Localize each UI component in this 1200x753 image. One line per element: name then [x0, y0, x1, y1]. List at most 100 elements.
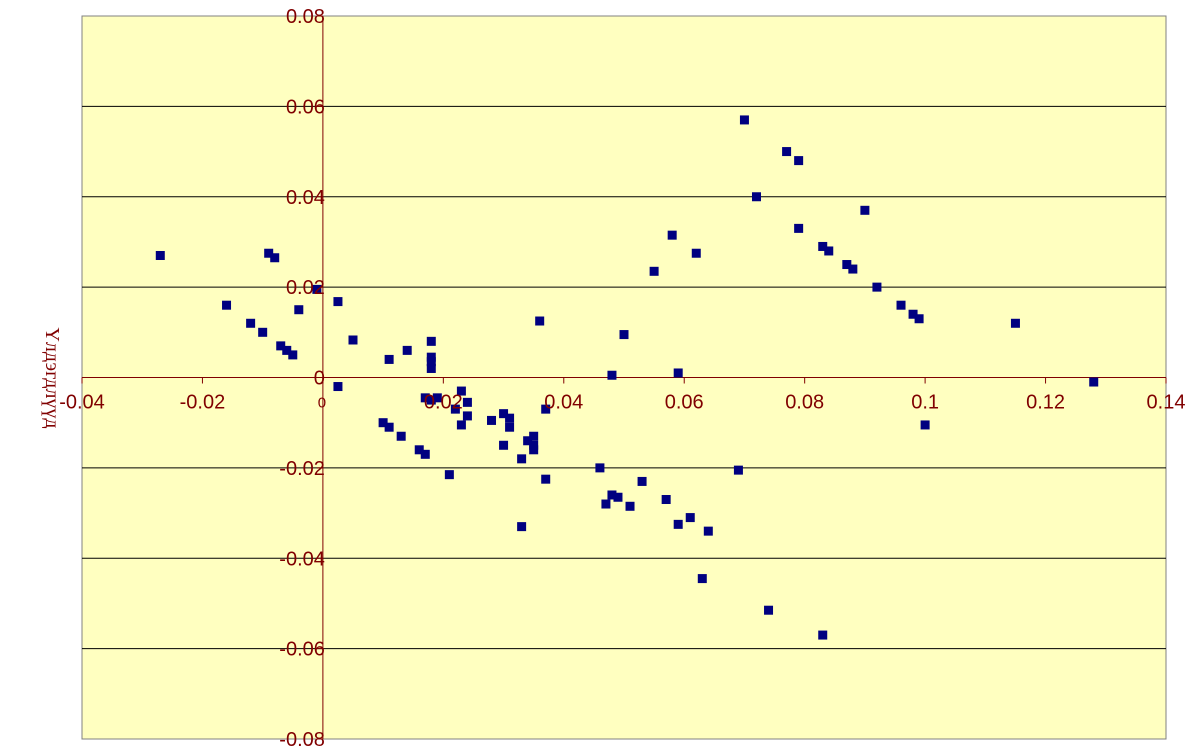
data-point: [282, 345, 292, 355]
data-point: [333, 382, 343, 392]
data-point: [764, 605, 774, 615]
x-tick-label: 0.02: [424, 392, 463, 414]
x-tick-label: 0.1: [911, 392, 939, 414]
data-point: [818, 630, 828, 640]
data-point: [505, 413, 515, 423]
data-point: [920, 420, 930, 430]
x-tick-labels: -0.04 -0.02 0 0.02 0.04 0.06 0.08 0.1 0.12 0.14: [59, 392, 1185, 414]
data-point: [517, 454, 527, 464]
x-tick-label: 0.08: [785, 392, 824, 414]
data-point: [673, 519, 683, 529]
data-point: [782, 147, 792, 157]
data-point: [420, 449, 430, 459]
data-point: [312, 284, 322, 294]
data-point: [794, 223, 804, 233]
data-point: [824, 246, 834, 256]
data-point: [499, 409, 509, 419]
data-points: [155, 115, 1099, 640]
data-point: [842, 260, 852, 270]
data-point: [914, 314, 924, 324]
data-point: [739, 115, 749, 125]
data-point: [1010, 318, 1020, 328]
data-point: [601, 499, 611, 509]
y-tick-labels: 0.08 0.06 0.04 0.02 0 -0.02 -0.04 -0.06 -0.08: [279, 6, 325, 751]
data-point: [607, 370, 617, 380]
x-tick-label: -0.02: [180, 392, 226, 414]
data-point: [426, 352, 436, 362]
data-point: [426, 336, 436, 346]
gridlines: [82, 105, 1166, 650]
data-point: [1089, 377, 1099, 387]
data-point: [697, 574, 707, 584]
data-point: [691, 248, 701, 258]
data-point: [637, 476, 647, 486]
x-tick-label: 0: [318, 395, 326, 412]
data-point: [896, 300, 906, 310]
data-point: [619, 330, 629, 340]
data-point: [155, 250, 165, 260]
data-point: [505, 422, 515, 432]
y-tick-label: 0.06: [286, 96, 325, 118]
x-tick-label: 0.06: [665, 392, 704, 414]
data-point: [751, 192, 761, 202]
data-point: [384, 354, 394, 364]
y-tick-label: -0.02: [279, 458, 325, 480]
data-point: [378, 418, 388, 428]
y-tick-label: 0: [314, 368, 325, 390]
data-point: [848, 264, 858, 274]
data-point: [384, 422, 394, 432]
data-point: [541, 474, 551, 484]
data-point: [595, 463, 605, 473]
data-point: [456, 386, 466, 396]
x-tick-label: 0.12: [1026, 392, 1065, 414]
data-point: [276, 341, 286, 351]
data-point: [432, 393, 442, 403]
data-point: [462, 411, 472, 421]
y-tick-label: -0.06: [279, 639, 325, 661]
y-axis-label: Үлдэгдлүүд: [41, 327, 63, 428]
data-point: [673, 368, 683, 378]
y-tick-label: -0.04: [279, 548, 325, 570]
data-point: [613, 492, 623, 502]
data-point: [541, 404, 551, 414]
data-point: [402, 345, 412, 355]
data-point: [420, 393, 430, 403]
data-point: [426, 395, 436, 405]
data-point: [607, 490, 617, 500]
data-point: [649, 266, 659, 276]
data-point: [456, 420, 466, 430]
data-point: [818, 241, 828, 251]
data-point: [529, 445, 539, 455]
data-point: [908, 309, 918, 319]
data-point: [264, 248, 274, 258]
data-point: [499, 440, 509, 450]
y-tick-label: -0.08: [279, 729, 325, 751]
data-point: [523, 436, 533, 446]
x-tick-label: -0.04: [59, 392, 105, 414]
y-tick-label: 0.04: [286, 187, 325, 209]
data-point: [487, 415, 497, 425]
data-point: [872, 282, 882, 292]
data-point: [685, 513, 695, 523]
data-point: [517, 522, 527, 532]
data-point: [462, 397, 472, 407]
data-point: [333, 297, 343, 307]
data-point: [625, 501, 635, 511]
data-point: [794, 156, 804, 166]
data-point: [426, 363, 436, 373]
data-point: [258, 327, 268, 337]
data-point: [733, 465, 743, 475]
data-point: [222, 300, 232, 310]
y-tick-label: 0.02: [286, 277, 325, 299]
axes: [81, 15, 1167, 740]
data-point: [426, 357, 436, 367]
x-tick-label: 0.04: [544, 392, 583, 414]
data-point: [246, 318, 256, 328]
data-point: [270, 253, 280, 263]
x-tick-label: 0.14: [1147, 392, 1186, 414]
data-point: [414, 445, 424, 455]
data-point: [294, 305, 304, 315]
data-point: [450, 404, 460, 414]
data-point: [703, 526, 713, 536]
